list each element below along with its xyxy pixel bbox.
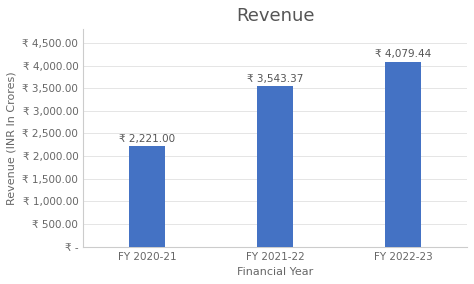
Text: ₹ 4,079.44: ₹ 4,079.44	[375, 49, 431, 59]
Text: ₹ 3,543.37: ₹ 3,543.37	[247, 74, 303, 84]
X-axis label: Financial Year: Financial Year	[237, 267, 313, 277]
Bar	[257, 86, 293, 247]
Title: Revenue: Revenue	[236, 7, 314, 25]
Bar	[385, 62, 421, 247]
Bar	[129, 146, 165, 247]
Text: ₹ 2,221.00: ₹ 2,221.00	[119, 133, 175, 144]
Y-axis label: Revenue (INR In Crores): Revenue (INR In Crores)	[7, 71, 17, 205]
